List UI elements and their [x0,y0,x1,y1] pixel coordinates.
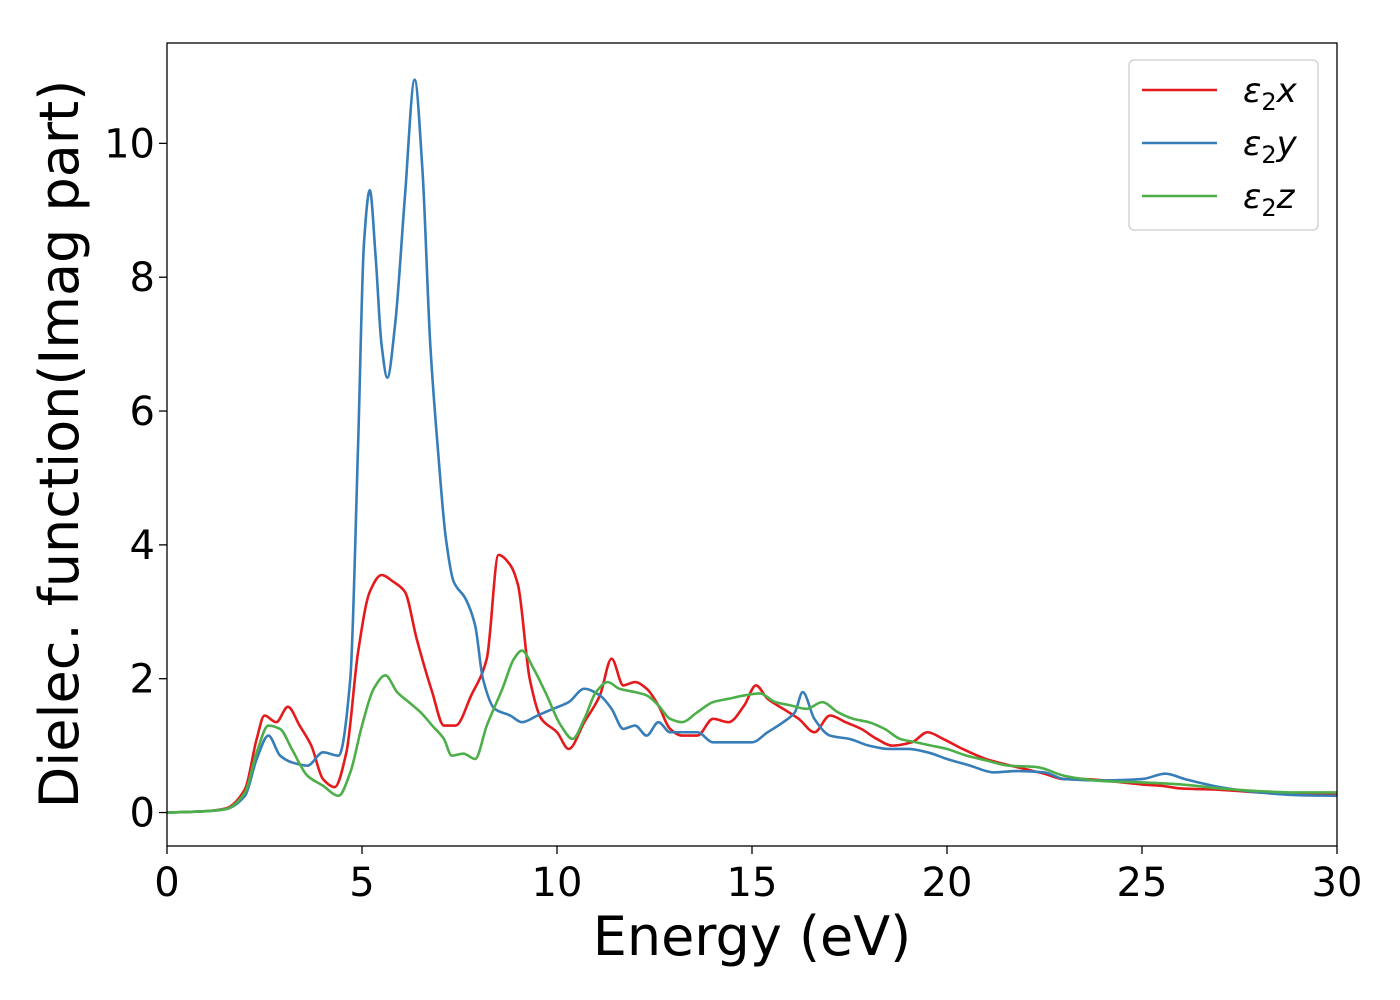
x-tick-label: 10 [532,860,583,906]
plot-lines [166,78,1338,814]
legend-box [1128,59,1319,231]
x-tick-label: 5 [349,860,374,906]
series-line-y [166,78,1338,814]
y-tick-label: 4 [130,523,155,569]
x-tick-label: 0 [154,860,179,906]
x-tick-label: 25 [1117,860,1168,906]
x-tick-label: 20 [922,860,973,906]
y-axis-ticks: 0 2 4 6 8 10 [104,121,167,837]
legend-label: ε2y [1243,124,1298,169]
x-tick-label: 30 [1312,860,1363,906]
x-axis-ticks: 0 5 10 15 20 25 30 [154,846,1362,906]
legend-label: ε2z [1243,177,1296,222]
y-tick-label: 10 [104,121,155,167]
series-line-z [166,649,1337,814]
y-axis-title: Dielec. function(Imag part) [28,80,91,809]
y-tick-label: 8 [130,255,155,301]
y-tick-label: 0 [130,791,155,837]
legend: ε2x ε2y ε2z [1128,59,1319,231]
legend-label: ε2x [1243,71,1298,116]
y-tick-label: 2 [130,657,155,703]
x-tick-label: 15 [727,860,778,906]
y-tick-label: 6 [130,389,155,435]
x-axis-title: Energy (eV) [593,905,912,968]
series-line-x [166,553,1338,814]
